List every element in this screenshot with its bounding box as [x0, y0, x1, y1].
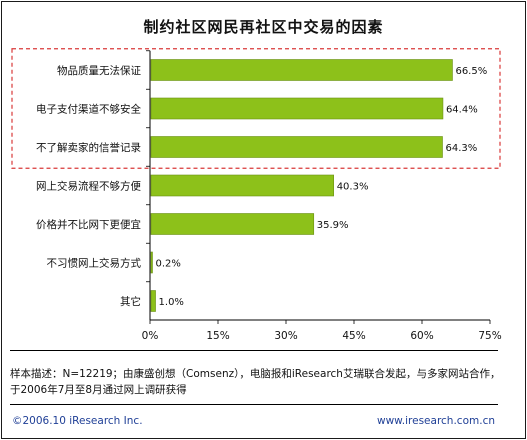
category-label: 不了解卖家的信誉记录 [36, 141, 141, 154]
x-tick-label: 15% [206, 330, 229, 342]
separator-bottom [10, 404, 498, 405]
sample-note-line-1: 样本描述：N=12219；由康盛创想（Comsenz），电脑报和iResearc… [10, 368, 501, 380]
bar [150, 174, 334, 197]
value-label: 40.3% [337, 182, 369, 193]
category-label: 价格并不比网下更便宜 [36, 218, 141, 231]
value-label: 64.4% [446, 105, 478, 116]
separator-top [10, 350, 498, 351]
category-label: 物品质量无法保证 [57, 64, 141, 77]
x-tick-label: 60% [410, 330, 433, 342]
x-tick-label: 30% [274, 330, 297, 342]
chart-title: 制约社区网民再社区中交易的因素 [143, 18, 384, 36]
bar [150, 213, 315, 235]
bar-chart: 物品质量无法保证 66.5% 电子支付渠道不够安全 64.4% 不了解卖家的信誉记录 64… [11, 48, 502, 342]
x-tick-label: 45% [342, 330, 365, 342]
bar [150, 59, 453, 81]
bar [150, 251, 153, 274]
bar [150, 290, 156, 312]
highlight-box [11, 48, 501, 169]
value-label: 1.0% [159, 297, 184, 308]
bar [150, 97, 444, 120]
sample-note-line-2: 于2006年7月至8月通过网上调研获得 [10, 384, 187, 396]
x-tick-label: 75% [478, 330, 501, 342]
category-label: 电子支付渠道不够安全 [36, 103, 141, 116]
value-label: 0.2% [156, 259, 181, 270]
website-link[interactable]: www.iresearch.com.cn [376, 415, 495, 427]
x-tick-label: 0% [142, 330, 159, 342]
value-label: 35.9% [317, 220, 349, 231]
category-label: 不习惯网上交易方式 [47, 257, 142, 270]
category-label: 网上交易流程不够方便 [36, 180, 141, 193]
value-label: 66.5% [455, 66, 487, 77]
copyright-text: ©2006.10 iResearch Inc. [12, 415, 143, 427]
bar [150, 136, 443, 158]
value-label: 64.3% [445, 143, 477, 154]
category-label: 其它 [120, 295, 141, 308]
sample-note: 样本描述：N=12219；由康盛创想（Comsenz），电脑报和iResearc… [10, 366, 515, 398]
